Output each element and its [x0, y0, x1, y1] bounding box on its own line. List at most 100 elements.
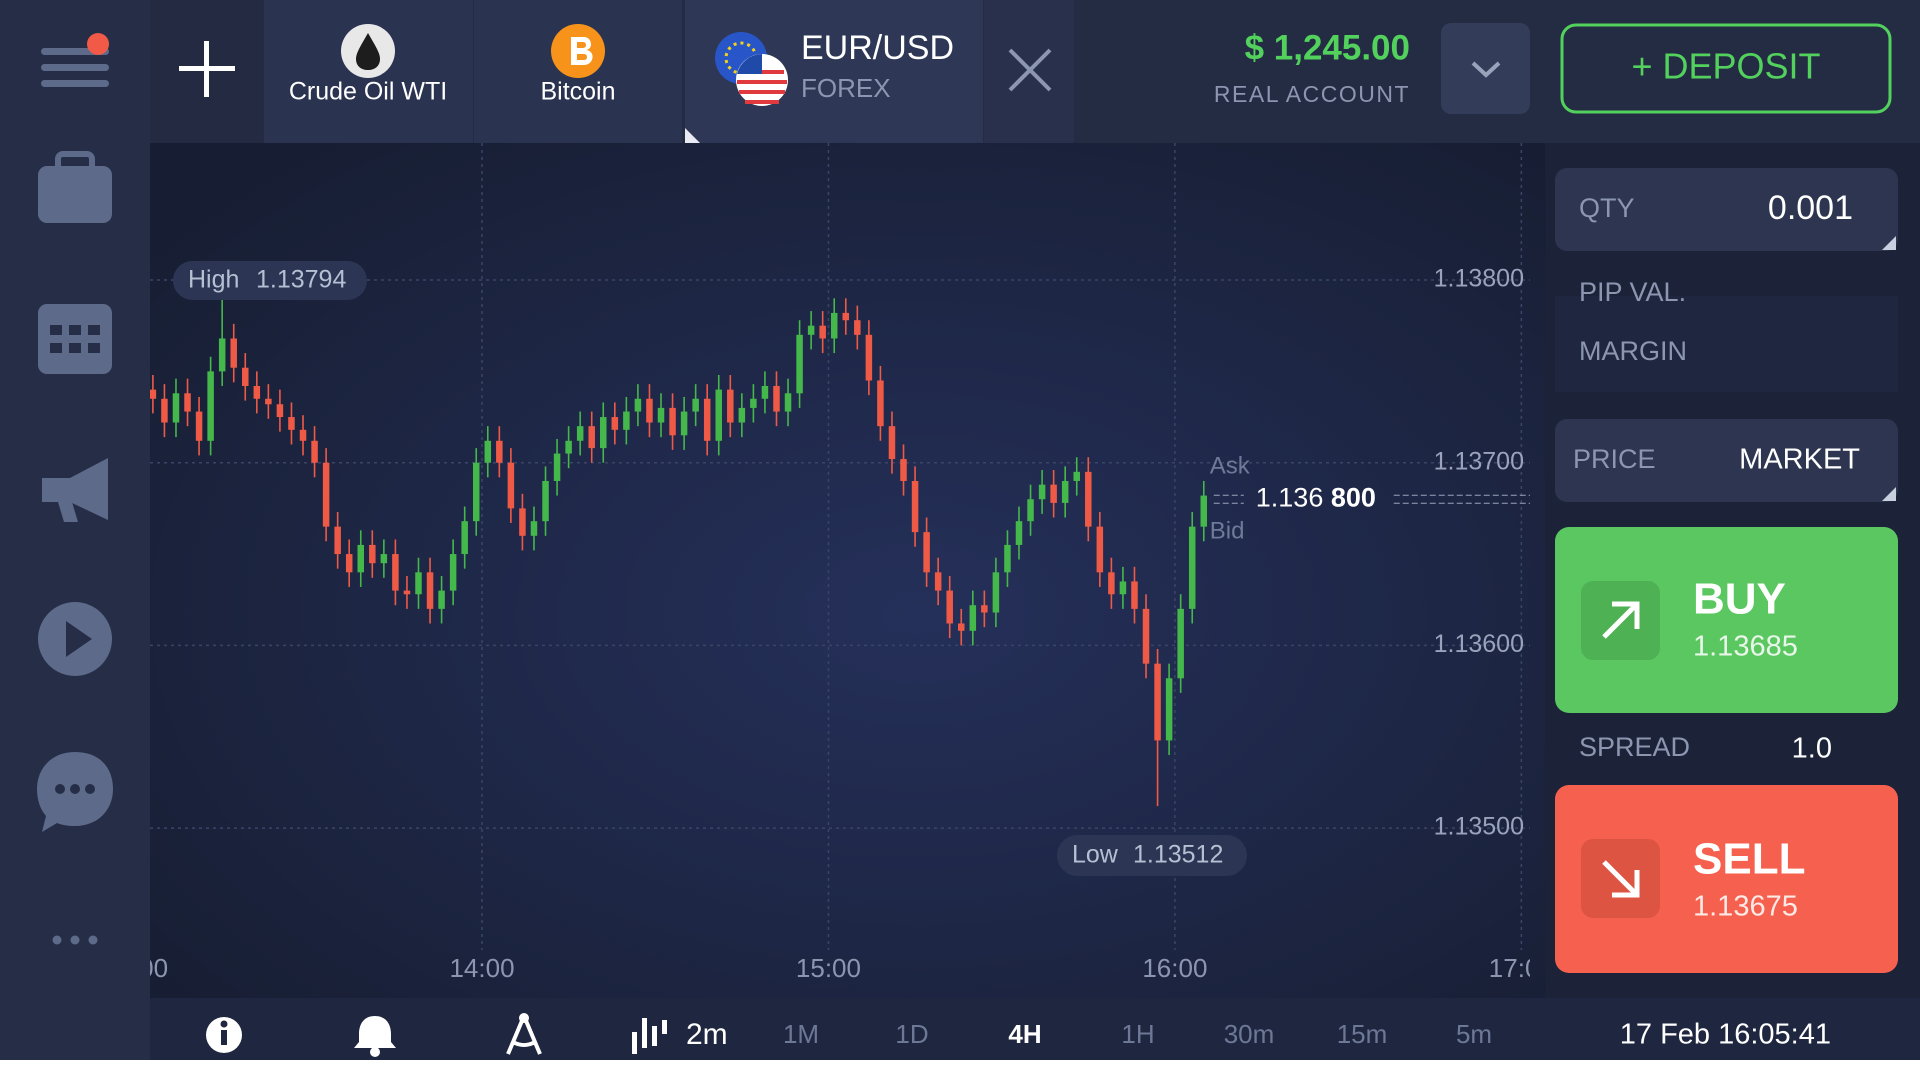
calendar-cell	[50, 325, 62, 335]
candle-body	[438, 590, 445, 609]
qty-label: QTY	[1579, 193, 1635, 223]
candle-body	[426, 572, 434, 609]
candle-body	[1200, 495, 1208, 527]
briefcase-handle	[55, 151, 95, 175]
candle-body	[1015, 521, 1023, 545]
annotation-label: Low	[1072, 841, 1119, 869]
margin-label: MARGIN	[1579, 336, 1687, 366]
candle-body	[981, 605, 988, 613]
bell-clapper	[370, 1047, 380, 1057]
buy-button[interactable]: BUY 1.13685	[1555, 527, 1898, 713]
sell-arrow	[1602, 860, 1640, 898]
account-dropdown[interactable]	[1441, 23, 1530, 114]
asset-tab[interactable]: Bitcoin	[474, 0, 682, 143]
candle-body	[542, 480, 549, 522]
period-option[interactable]: 1D	[895, 1019, 928, 1049]
video-button[interactable]	[38, 602, 112, 676]
candle-body	[911, 480, 919, 533]
candle-body	[830, 312, 838, 339]
calendar-cell	[50, 343, 62, 353]
portfolio-button[interactable]	[38, 151, 112, 223]
y-tick-label: 1.13800	[1434, 265, 1524, 293]
candle-body	[611, 417, 619, 430]
active-asset-tab[interactable]: EUR/USD FOREX	[685, 0, 983, 143]
chart-type-button[interactable]: 2m	[632, 1018, 728, 1054]
candle-body	[1154, 663, 1161, 741]
more-dot	[52, 935, 62, 945]
candle-body	[161, 398, 168, 423]
y-tick-label: 1.13700	[1434, 447, 1524, 475]
buy-background	[1555, 527, 1898, 713]
news-button[interactable]	[42, 458, 108, 522]
sell-button[interactable]: SELL 1.13675	[1555, 785, 1898, 973]
deposit-button[interactable]: + DEPOSIT	[1560, 23, 1892, 114]
annotation-pill	[1057, 835, 1247, 876]
candle-body	[265, 398, 272, 405]
timeframe[interactable]: 2m	[686, 1018, 728, 1051]
y-tick-label: 1.13600	[1434, 630, 1524, 658]
candle-body	[322, 462, 330, 527]
candle-body	[819, 325, 826, 339]
candle-body	[565, 440, 572, 454]
asset-name: EUR/USD	[801, 29, 954, 67]
y-tick-label: 1.13500	[1434, 813, 1524, 841]
qty-input[interactable]: QTY 0.001	[1555, 168, 1898, 251]
x-tick-label: 15:00	[796, 953, 861, 983]
input-background	[1555, 168, 1898, 251]
close-icon	[1008, 48, 1052, 92]
high-annotation: High 1.13794	[173, 261, 367, 300]
more-dot	[88, 935, 98, 945]
price-pips: 800	[1331, 482, 1376, 512]
price-main: 1.136	[1256, 482, 1324, 512]
drawing-tools-button[interactable]	[506, 1013, 542, 1055]
buy-label: BUY	[1693, 575, 1786, 624]
more-dot	[70, 935, 80, 945]
candle-body	[311, 440, 318, 463]
period-option[interactable]: 5m	[1456, 1019, 1492, 1049]
candle-body	[1004, 544, 1011, 573]
info-stem	[221, 1030, 227, 1045]
annotation-pill	[173, 261, 367, 300]
candle-body	[1131, 581, 1138, 609]
period-option[interactable]: 4H	[1008, 1019, 1041, 1049]
candle-body	[253, 385, 261, 399]
account-balance: $ 1,245.00	[1245, 28, 1410, 67]
candle-body	[553, 453, 561, 481]
alerts-button[interactable]	[354, 1016, 396, 1057]
period-option[interactable]: 1H	[1121, 1019, 1154, 1049]
candle-body	[680, 411, 688, 436]
chat-button[interactable]	[37, 752, 113, 832]
chart-icon-bar	[632, 1032, 637, 1054]
tab-label: Crude Oil WTI	[289, 78, 447, 106]
candle-body	[496, 440, 503, 463]
calendar-button[interactable]	[38, 304, 112, 374]
add-asset-button[interactable]	[150, 0, 263, 143]
candle-body	[380, 554, 388, 564]
candle-body	[692, 398, 699, 412]
period-option[interactable]: 1M	[783, 1019, 819, 1049]
candle-body	[1085, 471, 1092, 527]
x-tick-label: 16:00	[1142, 953, 1207, 983]
period-option[interactable]: 30m	[1224, 1019, 1275, 1049]
candle-body	[276, 404, 284, 418]
tab-label: Bitcoin	[540, 78, 615, 106]
period-option[interactable]: 15m	[1337, 1019, 1388, 1049]
x-tick-label: 13:00	[103, 953, 168, 983]
price-selector[interactable]: PRICE MARKET	[1555, 419, 1898, 502]
candle-body	[299, 429, 307, 441]
candle-body	[1061, 480, 1069, 503]
annotation-value: 1.13794	[256, 266, 346, 294]
megaphone-icon	[42, 458, 108, 520]
candle-body	[242, 367, 249, 386]
close-asset-button[interactable]	[984, 0, 1074, 143]
info-button[interactable]	[206, 1017, 242, 1053]
asset-tab[interactable]: Crude Oil WTI	[264, 0, 473, 143]
more-button[interactable]	[52, 935, 98, 945]
candle-body	[1027, 499, 1034, 522]
price-value: MARKET	[1739, 444, 1860, 476]
candle-body	[703, 398, 711, 441]
menu-button[interactable]	[41, 33, 109, 87]
oil-drop	[356, 33, 380, 70]
